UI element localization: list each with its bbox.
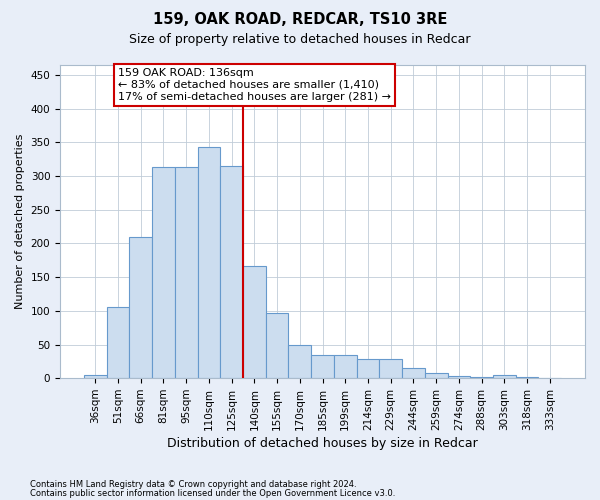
Bar [175, 168, 197, 378]
Bar [220, 166, 243, 378]
X-axis label: Distribution of detached houses by size in Redcar: Distribution of detached houses by size … [167, 437, 478, 450]
Bar [311, 354, 334, 378]
Text: 159, OAK ROAD, REDCAR, TS10 3RE: 159, OAK ROAD, REDCAR, TS10 3RE [153, 12, 447, 28]
Bar [470, 377, 493, 378]
Bar [356, 358, 379, 378]
Bar [402, 368, 425, 378]
Text: Contains public sector information licensed under the Open Government Licence v3: Contains public sector information licen… [30, 488, 395, 498]
Bar [379, 358, 402, 378]
Bar [130, 237, 152, 378]
Bar [107, 307, 130, 378]
Bar [448, 376, 470, 378]
Text: Size of property relative to detached houses in Redcar: Size of property relative to detached ho… [129, 32, 471, 46]
Bar [515, 377, 538, 378]
Bar [152, 168, 175, 378]
Bar [425, 373, 448, 378]
Bar [334, 354, 356, 378]
Bar [289, 344, 311, 378]
Text: Contains HM Land Registry data © Crown copyright and database right 2024.: Contains HM Land Registry data © Crown c… [30, 480, 356, 489]
Bar [493, 375, 515, 378]
Bar [266, 313, 289, 378]
Bar [84, 375, 107, 378]
Bar [243, 266, 266, 378]
Bar [197, 147, 220, 378]
Y-axis label: Number of detached properties: Number of detached properties [15, 134, 25, 310]
Text: 159 OAK ROAD: 136sqm
← 83% of detached houses are smaller (1,410)
17% of semi-de: 159 OAK ROAD: 136sqm ← 83% of detached h… [118, 68, 391, 102]
